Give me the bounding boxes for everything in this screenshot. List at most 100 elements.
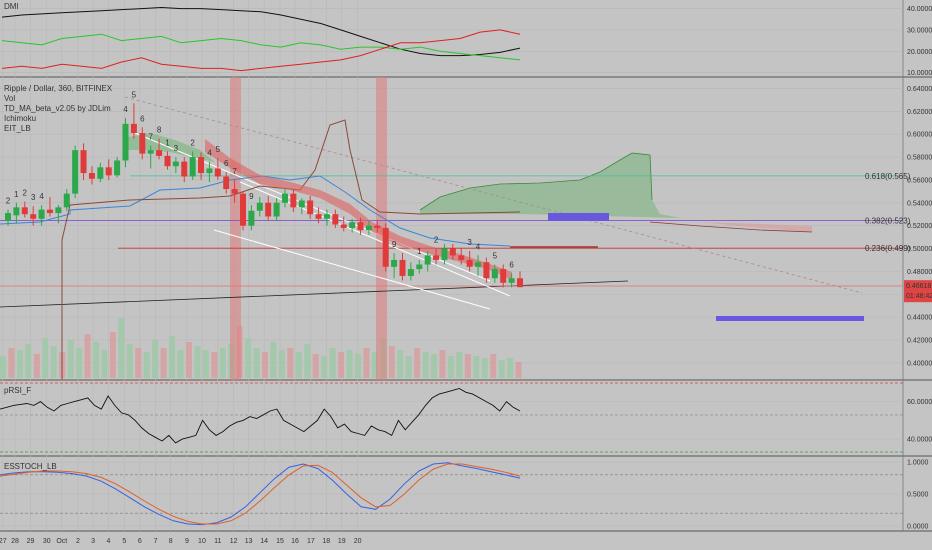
rsi-line [0,388,521,444]
volume-bar [354,354,361,378]
volume-bar [202,350,209,378]
volume-bar [490,354,497,378]
volume-bar [118,318,125,378]
td-count-label: 4 [476,242,481,251]
y-tick-label: 0.58000 [907,155,932,162]
td-count-label: 7 [232,167,237,176]
candle-body [449,248,456,256]
stoch-line [0,462,521,526]
candle-body [248,210,255,226]
candle-body [265,202,272,217]
candle-body [307,200,314,215]
candle-body [105,167,112,176]
candle-body [290,193,297,208]
indicator-label: EIT_LB [4,124,31,133]
candle-body [63,193,70,208]
x-tick-label: 14 [260,538,268,545]
volume-bar [92,342,99,378]
ichimoku-cloud-red [650,220,812,232]
volume-bar [481,358,488,378]
candle-body [223,176,230,190]
volume-bar [431,354,438,378]
candle-body [315,214,322,219]
td-count-label: 5 [132,90,137,99]
candle-body [273,202,280,217]
td-count-label: 4 [39,192,44,201]
target-box [548,213,609,221]
volume-bar [0,356,6,378]
candle-body [172,161,179,167]
candle-body [21,207,28,215]
x-tick-label: 19 [338,538,346,545]
indicator-label: Vol [4,94,15,103]
candle-body [46,209,53,214]
x-tick-label: 16 [291,538,299,545]
td-count-label: 2 [190,138,195,147]
candle-body [231,189,238,194]
x-tick-label: 4 [107,538,111,545]
indicator-label: Ichimoku [4,114,36,123]
volume-bar [143,352,150,378]
x-tick-label: 6 [138,538,142,545]
y-tick-label: 0.60000 [907,132,932,139]
candle-body [500,269,507,283]
candle-body [433,255,440,260]
y-tick-label: 0.44000 [907,315,932,322]
volume-bar [152,340,159,378]
td-count-label: 3 [467,238,472,247]
volume-bar [211,352,218,378]
x-tick-label: 28 [11,538,19,545]
candle-body [256,202,263,211]
candle-body [122,123,129,161]
candle-body [214,168,221,177]
td-count-label: 2 [6,197,11,206]
volume-bar [84,334,91,378]
y-tick-label: 0.64000 [907,86,932,93]
y-tick-label: 40.0000 [907,6,932,13]
candle-body [5,213,11,222]
candle-body [357,222,364,231]
td-count-label: 5 [216,145,221,154]
x-tick-label: 13 [245,538,253,545]
td-count-label: 2 [434,236,439,245]
volume-bar [295,352,302,378]
panel-title-rsi: pRSI_F [4,386,31,395]
candle-body [55,207,62,214]
candle-body [281,193,288,203]
dmi-series-line [1,33,521,61]
panel-title-dmi: DMI [4,2,19,11]
volume-bar [270,342,277,378]
trendline-dashed [124,96,863,294]
x-tick-label: 3 [91,538,95,545]
stoch-line [0,463,521,525]
x-tick-label: 11 [214,538,221,545]
x-tick-label: 5 [122,538,126,545]
candle-body [466,259,473,267]
x-tick-label: 15 [276,538,284,545]
candle-body [80,150,87,174]
y-tick-label: 0.52000 [907,223,932,230]
candle-body [491,269,498,279]
td-count-label: 1 [417,247,422,256]
candle-body [72,150,79,194]
volume-bar [321,356,328,378]
x-tick-label: 8 [169,538,173,545]
volume-bar [109,332,116,378]
y-tick-label: 0.0000 [907,523,929,530]
x-tick-label: 17 [307,538,315,545]
volume-bar [312,354,319,378]
volume-bar [25,344,32,378]
candle-body [88,173,95,179]
fib-level-label: 0.236(0.499) [865,244,911,253]
volume-bar [169,336,176,378]
td-count-label: 5 [493,252,498,261]
ichimoku-span-line [419,152,653,211]
candle-body [458,255,465,260]
candle-body [399,259,406,276]
target-box [716,316,864,321]
volume-bar [304,344,311,378]
y-tick-label: 40.0000 [907,437,932,444]
candle-body [13,207,20,216]
last-price-value: 0.46618 [906,283,931,290]
